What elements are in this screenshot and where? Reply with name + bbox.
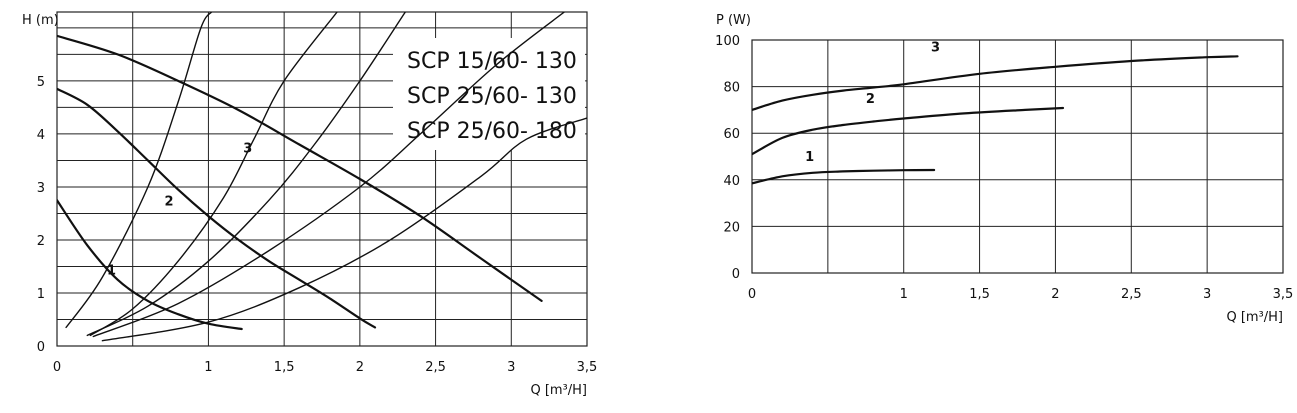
- x-tick-label: 3,5: [1273, 287, 1294, 302]
- x-tick-label: 2: [1051, 287, 1059, 302]
- legend-entry: SCP 25/60- 130: [407, 84, 577, 109]
- series-label: 2: [165, 195, 174, 210]
- curves-group: [57, 12, 587, 342]
- y-tick-label: 2: [37, 234, 45, 249]
- x-axis-label: Q [m³/H]: [1226, 310, 1283, 325]
- series-label: 2: [866, 92, 875, 107]
- y-tick-label: 20: [723, 220, 740, 235]
- y-tick-label: 4: [37, 128, 45, 143]
- y-tick-label: 1: [37, 287, 45, 302]
- system-curve-line: [89, 12, 338, 337]
- plot-frame: [751, 39, 1284, 274]
- y-tick-label: 0: [37, 340, 45, 355]
- x-tick-label: 0: [53, 360, 61, 375]
- x-tick-label: 2,5: [1121, 287, 1142, 302]
- series-line: [752, 55, 1239, 111]
- y-axis-label: H (m): [22, 13, 59, 28]
- series-label: 3: [931, 41, 940, 56]
- x-tick-label: 3: [1203, 287, 1211, 302]
- series-label: 1: [805, 150, 814, 165]
- legend-entry: SCP 15/60- 130: [407, 49, 577, 74]
- x-tick-label: 1,5: [274, 360, 295, 375]
- x-tick-label: 3,5: [577, 360, 598, 375]
- series-line: [57, 199, 243, 331]
- y-tick-label: 60: [723, 127, 740, 142]
- x-tick-label: 3: [507, 360, 515, 375]
- series-label: 3: [243, 141, 252, 156]
- y-tick-label: 40: [723, 174, 740, 189]
- x-tick-label: 2: [356, 360, 364, 375]
- y-tick-label: 80: [723, 81, 740, 96]
- power-chart: 1 2 3 0 1 1,5 2 2,5 3 3,5 0 20 40 60 80 100 P (W) Q [m³/H…: [715, 13, 1293, 325]
- x-tick-label: 1,5: [969, 287, 990, 302]
- series-label: 1: [107, 263, 116, 278]
- y-tick-label: 3: [37, 181, 45, 196]
- x-tick-label: 2,5: [425, 360, 446, 375]
- system-curve-line: [92, 12, 565, 338]
- series-line: [57, 87, 377, 329]
- y-axis-label: P (W): [716, 13, 751, 28]
- series-line: [752, 106, 1065, 156]
- y-tick-label: 5: [37, 75, 45, 90]
- system-curve-line: [86, 12, 406, 337]
- system-curve-line: [65, 12, 213, 329]
- head-chart: 1 2 3 0 1 1,5 2 2,5 3 3,5 0 1 2 3 4 5 H (m) Q [m³/H] SCP 1…: [22, 11, 598, 398]
- series-line: [752, 168, 936, 185]
- series-line: [57, 34, 543, 302]
- x-tick-label: 1: [204, 360, 212, 375]
- x-axis-label: Q [m³/H]: [530, 383, 587, 398]
- y-tick-label: 100: [715, 34, 740, 49]
- x-tick-label: 1: [900, 287, 908, 302]
- system-curve-line: [101, 117, 587, 342]
- y-tick-label: 0: [732, 267, 740, 282]
- x-tick-label: 0: [748, 287, 756, 302]
- plot-frame: [56, 11, 588, 347]
- legend-entry: SCP 25/60- 180: [407, 119, 577, 144]
- curves-group: [752, 55, 1239, 185]
- legend-background: [393, 38, 585, 150]
